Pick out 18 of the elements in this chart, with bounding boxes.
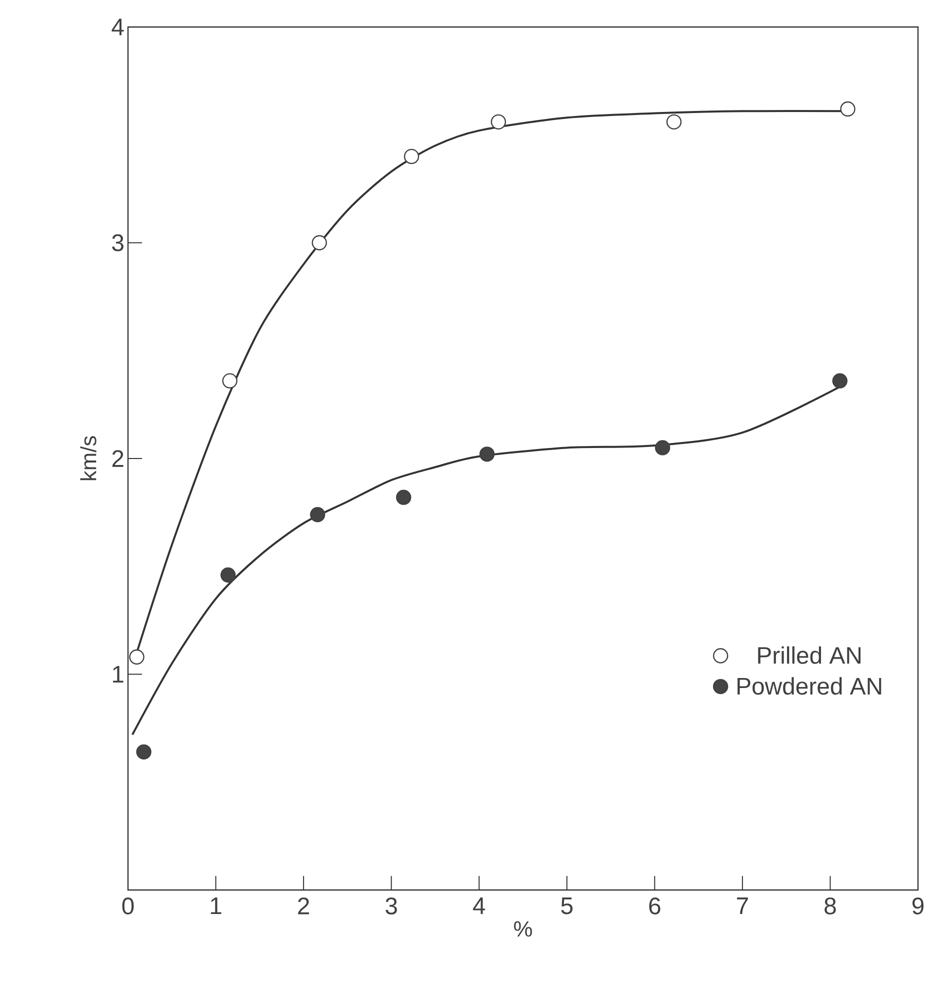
x-tick-label: 4 — [473, 898, 486, 914]
x-tick-label: 1 — [210, 898, 222, 914]
x-tick-label: 0 — [122, 898, 134, 914]
x-tick-label: 5 — [561, 898, 573, 914]
x-tick-label: 7 — [737, 898, 748, 914]
x-tick-label: 2 — [298, 898, 309, 914]
y-tick-label: 4 — [112, 18, 124, 36]
x-axis-title: % — [514, 921, 532, 937]
legend-label: Prilled AN — [758, 646, 861, 664]
y-axis-title: km/s — [80, 436, 96, 480]
x-tick-label: 9 — [912, 898, 924, 914]
x-tick-label: 6 — [649, 898, 660, 914]
legend-label: Powdered AN — [738, 677, 882, 695]
x-tick-label: 3 — [386, 898, 397, 914]
y-tick-label: 3 — [112, 234, 124, 252]
y-tick-label: 2 — [112, 450, 124, 467]
x-tick-label: 8 — [824, 898, 836, 914]
y-tick-label: 1 — [113, 666, 124, 682]
